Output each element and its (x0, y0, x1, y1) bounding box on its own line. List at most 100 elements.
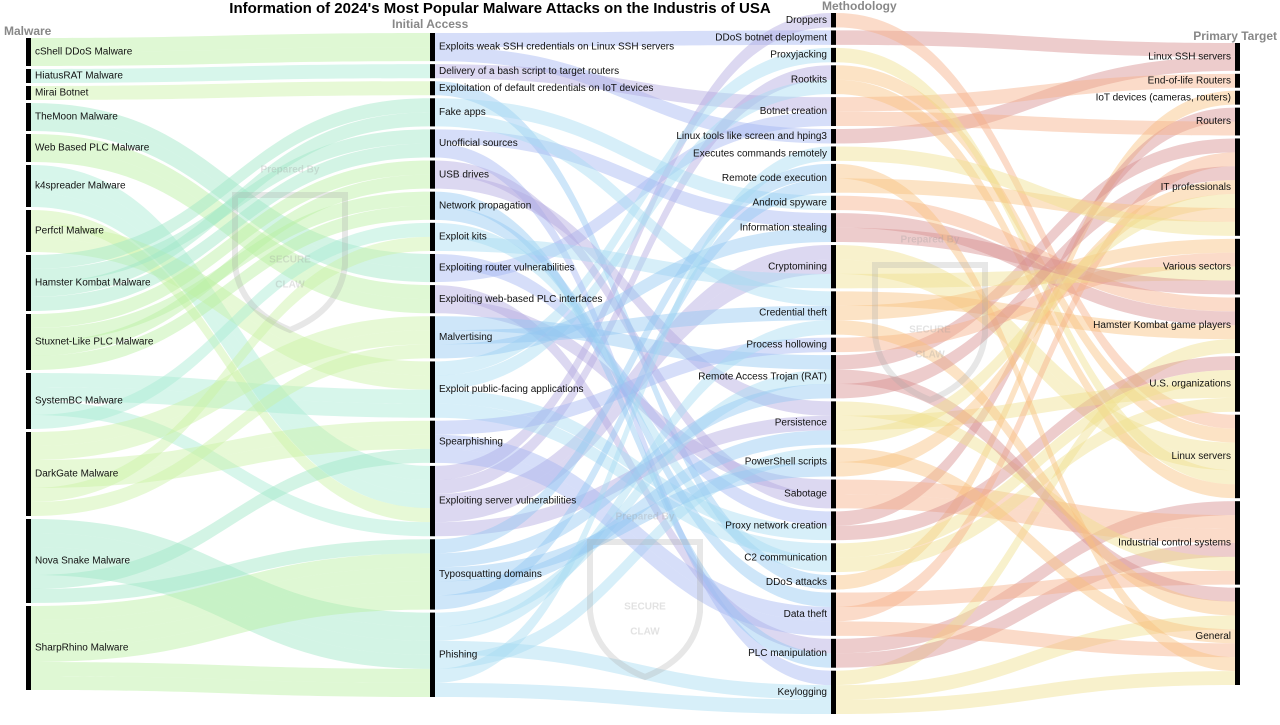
flow-link (836, 73, 1235, 112)
node-bar (831, 592, 836, 636)
node-label: Droppers (786, 15, 827, 26)
flow-link (836, 166, 1235, 399)
flow-link (435, 160, 831, 509)
node-label: Exploiting server vulnerabilities (439, 496, 576, 507)
node-label: Cryptomining (768, 261, 827, 272)
node-label: DarkGate Malware (35, 469, 119, 480)
flow-link (31, 401, 430, 537)
node-label: Remote code execution (722, 173, 827, 184)
flow-link (435, 129, 831, 228)
flow-link (31, 129, 430, 283)
flow-link (435, 191, 831, 668)
flow-link (31, 222, 430, 429)
flow-link (836, 79, 1235, 499)
node-label: Exploiting router vulnerabilities (439, 263, 575, 274)
flow-link (31, 191, 430, 342)
flow-link (31, 134, 430, 300)
node-label: Linux servers (1172, 451, 1231, 462)
flow-link (435, 47, 831, 376)
watermark-shield (587, 539, 703, 681)
flow-link (836, 671, 1235, 714)
flow-link (31, 33, 430, 52)
flow-link (836, 615, 1235, 700)
watermark-text: Prepared By (616, 512, 675, 523)
flow-link (836, 383, 1235, 431)
node-bar (430, 191, 435, 220)
node-label: Proxyjacking (770, 50, 827, 61)
node-label: Sabotage (784, 489, 827, 500)
flow-link (31, 561, 430, 669)
node-label: Typosquatting domains (439, 569, 542, 580)
node-label: DDoS attacks (766, 577, 827, 588)
flow-link (31, 236, 430, 503)
node-label: Network propagation (439, 200, 531, 211)
flow-link (435, 305, 831, 345)
flow-link (836, 570, 1235, 607)
flow-link (31, 519, 430, 627)
node-bar (1235, 107, 1240, 136)
flow-link (836, 107, 1235, 526)
node-label: Exploitation of default credentials on I… (439, 83, 653, 94)
flow-link (31, 434, 430, 488)
flow-link (31, 160, 430, 328)
flow-link (836, 542, 1235, 668)
flow-link (836, 65, 1235, 443)
nodes: cShell DDoS Malware HiatusRAT Malware Mira… (26, 13, 1240, 714)
flow-link (836, 227, 1235, 295)
flow-link (836, 401, 1235, 571)
flow-link (836, 339, 1235, 686)
node-bar (430, 316, 435, 359)
flow-link (31, 98, 430, 269)
node-bar (430, 129, 435, 158)
node-bar (831, 447, 836, 477)
node-bar (831, 30, 836, 45)
flow-link (31, 316, 430, 446)
node-label: Rootkits (791, 74, 827, 85)
flow-link (435, 682, 831, 714)
flow-link (836, 479, 1235, 529)
flow-link (435, 253, 831, 526)
column-header: Initial Access (392, 17, 469, 31)
watermark-shield (232, 192, 348, 334)
node-label: USB drives (439, 169, 489, 180)
node-bar (430, 612, 435, 697)
flow-link (836, 259, 1235, 471)
flow-link (31, 238, 430, 390)
node-bar (26, 69, 31, 83)
flow-link (836, 397, 1235, 573)
flow-link (31, 47, 430, 66)
flow-link (31, 179, 430, 495)
flow-link (836, 493, 1235, 543)
flow-link (836, 370, 1235, 558)
flow-link (836, 266, 1235, 289)
node-bar (831, 291, 836, 335)
node-label: Nova Snake Malware (35, 556, 130, 567)
node-bar (831, 543, 836, 573)
node-label: Unofficial sources (439, 138, 518, 149)
flow-link (31, 539, 430, 603)
node-bar (1235, 414, 1240, 499)
flow-link (31, 533, 430, 641)
flow-link (435, 389, 831, 541)
flow-link (836, 621, 1235, 658)
node-bar (831, 401, 836, 445)
flow-link (435, 462, 831, 582)
watermarks: Prepared By SECURE CLAW Prepared By SECURE CL… (232, 165, 988, 681)
flow-link (435, 403, 831, 558)
node-label: General (1195, 631, 1231, 642)
node-label: Keylogging (778, 687, 827, 698)
column-header: Methodology (822, 0, 897, 13)
watermark-text: CLAW (275, 280, 305, 291)
node-bar (831, 129, 836, 144)
node-label: Proxy network creation (725, 520, 827, 531)
flow-link (31, 373, 430, 404)
flow-link (435, 227, 831, 359)
node-bar (1235, 43, 1240, 71)
node-bar (1235, 90, 1240, 105)
node-bar (430, 160, 435, 189)
flow-link (836, 47, 1235, 485)
flow-link (435, 205, 831, 607)
watermark-text: Prepared By (261, 165, 320, 176)
node-label: Exploit public-facing applications (439, 384, 584, 395)
node-bar (26, 519, 31, 603)
